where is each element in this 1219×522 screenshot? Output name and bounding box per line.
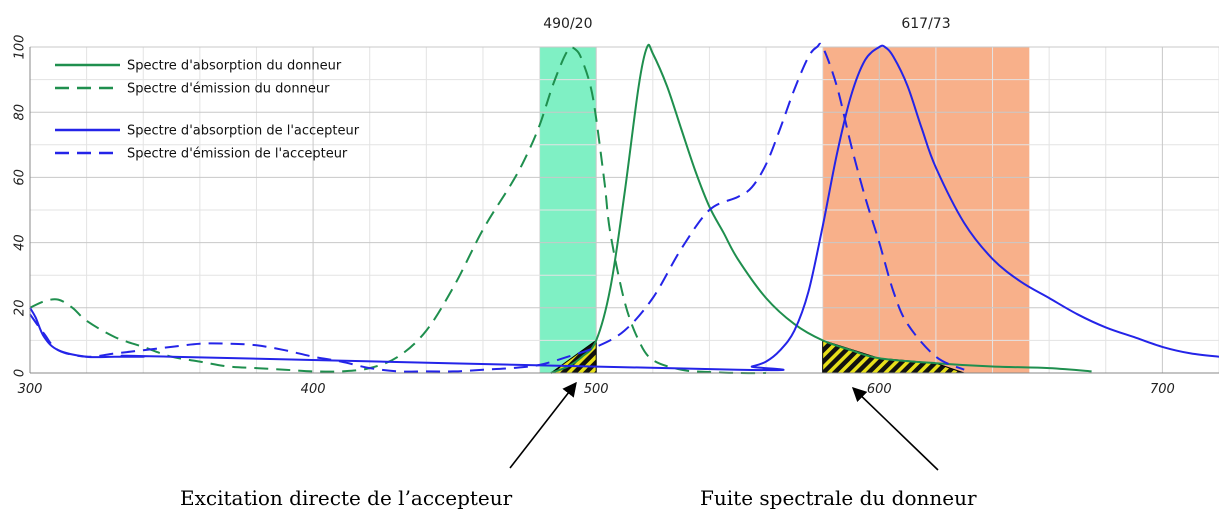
filter-bands: 490/20 617/73 xyxy=(539,16,1030,373)
axes: 300 400 500 600 700 0 20 40 60 80 100 xyxy=(13,35,1219,397)
y-tick-label: 20 xyxy=(13,300,28,317)
annotation-text-1: Fuite spectrale du donneur xyxy=(700,486,977,510)
x-tick-label: 600 xyxy=(867,382,892,397)
y-tick-label: 80 xyxy=(13,104,28,121)
legend-label-2: Spectre d'absorption de l'accepteur xyxy=(127,124,360,139)
x-tick-label: 500 xyxy=(584,382,609,397)
legend: Spectre d'absorption du donneur Spectre d… xyxy=(55,59,360,162)
annotation-text-0: Excitation directe de l’accepteur xyxy=(180,486,513,510)
legend-label-0: Spectre d'absorption du donneur xyxy=(127,59,342,74)
y-tick-label: 0 xyxy=(13,369,28,377)
x-tick-label: 300 xyxy=(18,382,43,397)
filter-label-0: 490/20 xyxy=(543,16,592,32)
x-tick-label: 400 xyxy=(301,382,326,397)
y-tick-label: 100 xyxy=(13,35,28,60)
legend-label-1: Spectre d'émission du donneur xyxy=(127,82,330,97)
y-tick-label: 40 xyxy=(13,234,28,251)
y-tick-label: 60 xyxy=(13,169,28,186)
x-tick-label: 700 xyxy=(1150,382,1175,397)
series-line-0 xyxy=(550,43,1092,374)
spectra-series xyxy=(29,42,1219,375)
legend-label-3: Spectre d'émission de l'accepteur xyxy=(127,147,348,162)
grid xyxy=(29,46,1219,374)
annotations: Excitation directe de l’accepteur Fuite s… xyxy=(180,381,977,510)
filter-label-1: 617/73 xyxy=(901,16,950,32)
series-line-3 xyxy=(29,42,965,373)
annotation-arrow-0 xyxy=(509,381,577,469)
series-line-2 xyxy=(29,44,1219,372)
annotation-arrow-1 xyxy=(851,387,939,471)
